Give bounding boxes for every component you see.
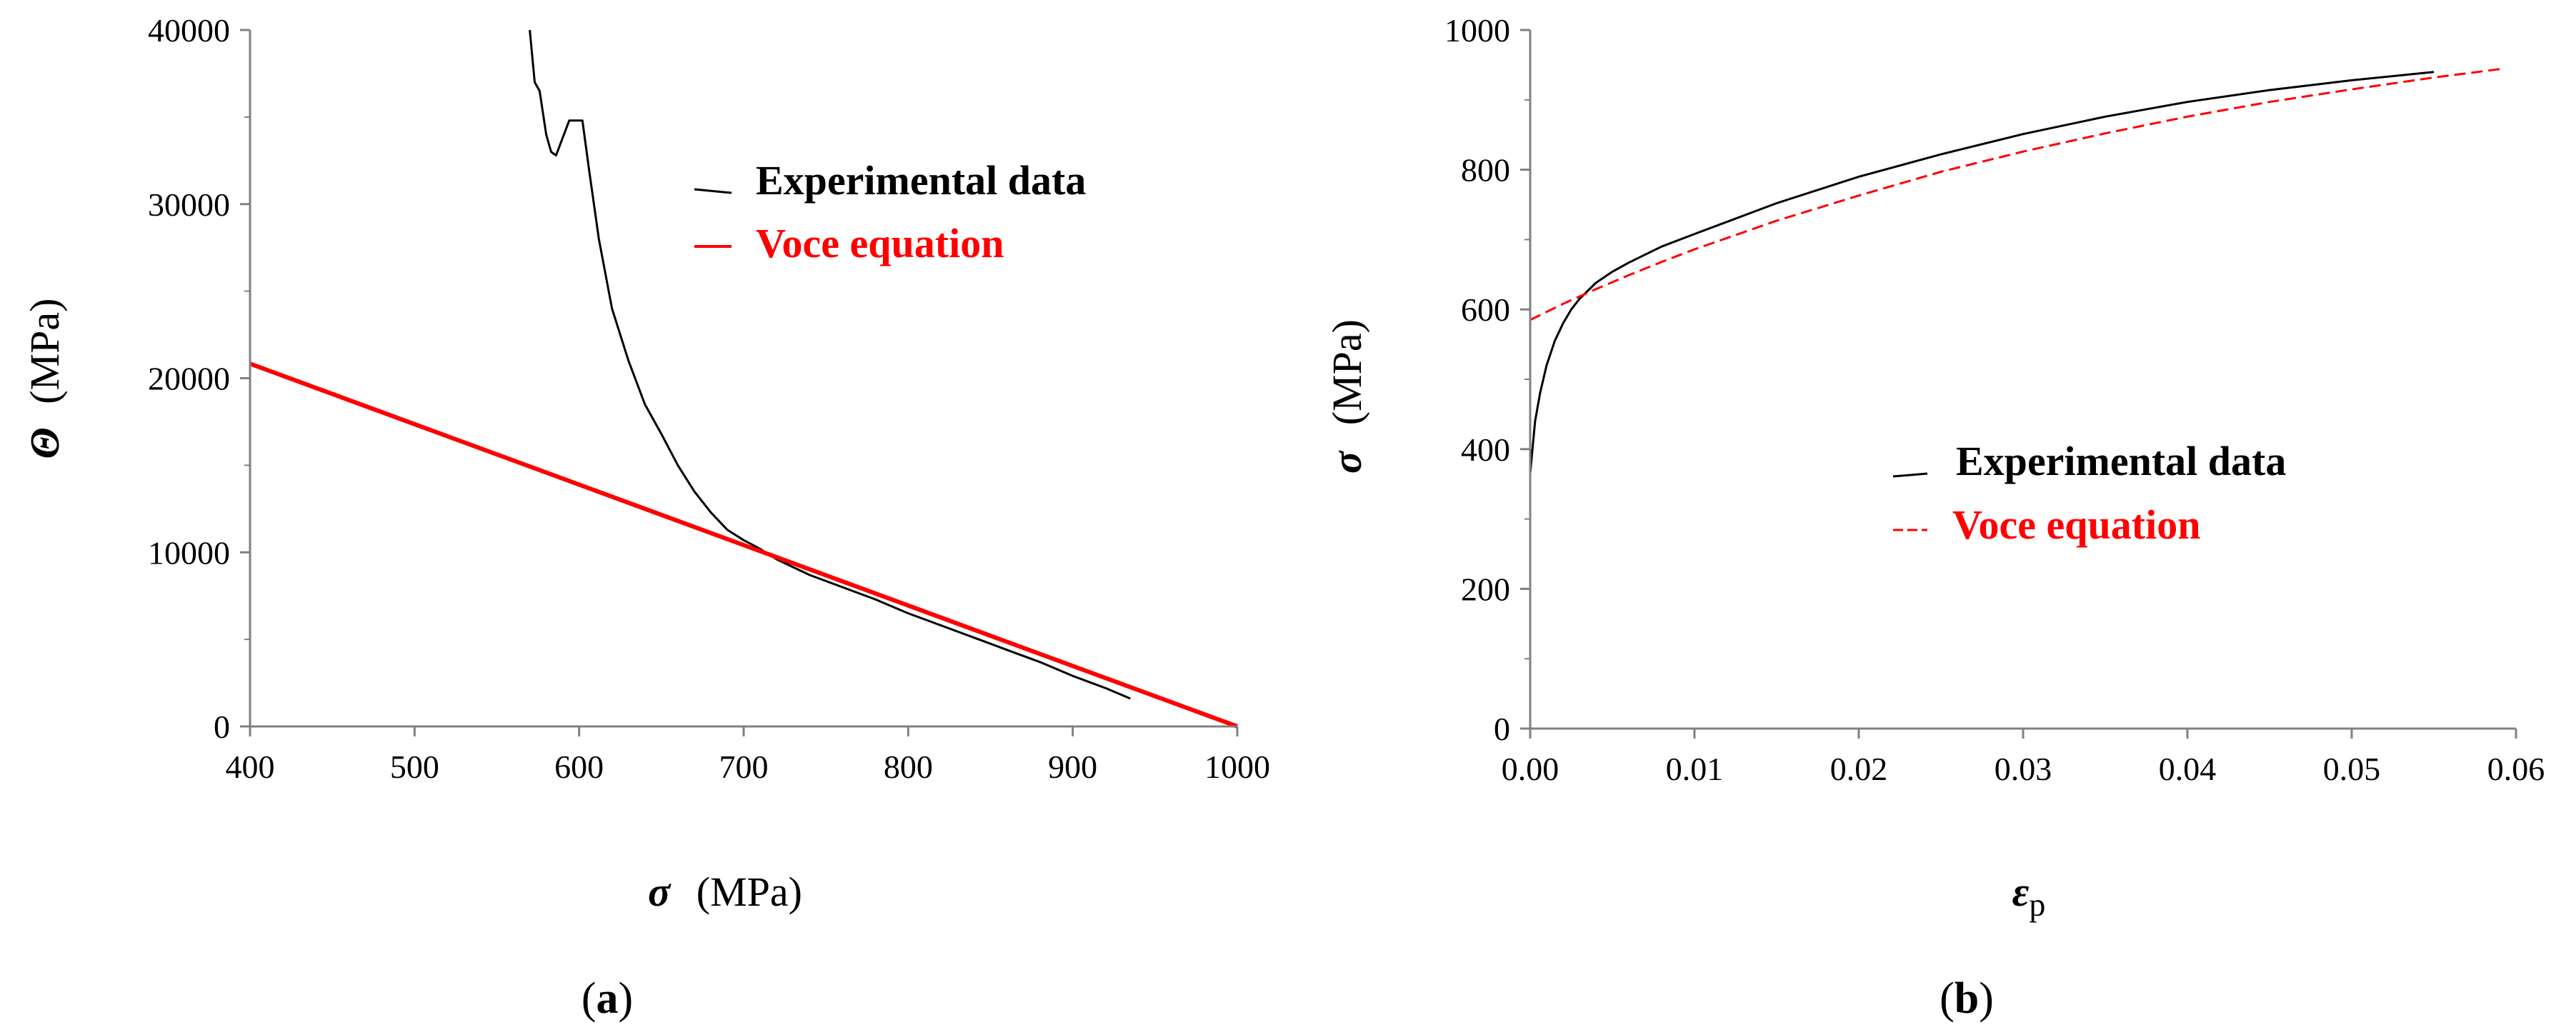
plot-a-series	[249, 29, 1239, 729]
plot-a-y-tick-label: 10000	[148, 534, 230, 571]
plot-a-legend: Experimental data Voce equation	[694, 157, 1086, 266]
panel-b-label-close: )	[1979, 974, 1994, 1023]
panel-a: 400 500 600 700 800 900 1000010000200003000040…	[21, 12, 1270, 1023]
plot-a-series-experimental	[529, 29, 1131, 700]
plot-b-y-axis-unit: (MPa)	[1324, 319, 1370, 425]
plot-a-y-tick-label: 20000	[148, 361, 230, 397]
plot-b-x-tick-label: 0.01	[1666, 751, 1724, 787]
plot-a-x-tick-label: 700	[719, 749, 769, 785]
plot-a-y-axis-symbol: Θ	[21, 427, 68, 459]
plot-b-y-tick-label: 0	[1494, 711, 1510, 747]
plot-a-y-tick-label: 0	[214, 709, 230, 745]
plot-b-y-tick-label: 800	[1461, 152, 1510, 189]
plot-a-y-tick-label: 30000	[148, 186, 230, 223]
plot-b-x-tick-label: 0.00	[1502, 751, 1559, 787]
plot-a-y-axis-unit: (MPa)	[21, 299, 68, 404]
plot-b-legend: Experimental data Voce equation	[1892, 438, 2286, 548]
panel-b-label-letter: b	[1955, 974, 1979, 1023]
plot-b-y-tick-label: 1000	[1444, 12, 1510, 49]
panel-a-label-close: )	[619, 974, 634, 1023]
plot-b-ticks: 0.00 0.01 0.02 0.03 0.04 0.05 0.06 0 200 400 600 80…	[1444, 12, 2545, 787]
plot-b-series-voce	[1529, 68, 2500, 321]
panel-a-label-letter: a	[596, 974, 619, 1023]
plot-a-x-axis-unit: (MPa)	[697, 869, 802, 915]
legend-a-voce-label: Voce equation	[756, 220, 1004, 266]
plot-b-series-experimental	[1529, 71, 2435, 474]
plot-a-x-tick-label: 600	[554, 749, 604, 785]
plot-b-x-axis-title: εp	[2012, 869, 2046, 923]
plot-b-x-tick-label: 0.06	[2487, 751, 2545, 787]
plot-a-ticks: 400 500 600 700 800 900 1000010000200003000040…	[148, 12, 1270, 785]
panel-a-label: (a)	[581, 974, 633, 1023]
plot-a-y-tick-label: 40000	[148, 12, 230, 49]
panel-b: 0.00 0.01 0.02 0.03 0.04 0.05 0.06 0 200 400 600 80…	[1324, 12, 2545, 1023]
plot-a-x-tick-label: 400	[226, 749, 275, 785]
plot-a-series-voce	[249, 361, 1239, 729]
plot-b-x-axis-subscript: p	[2029, 886, 2045, 923]
plot-a-x-tick-label: 500	[390, 749, 439, 785]
plot-a-x-tick-label: 900	[1048, 749, 1097, 785]
plot-b-y-tick-label: 200	[1461, 571, 1510, 607]
plot-b-x-tick-label: 0.04	[2159, 751, 2217, 787]
plot-b-y-axis-title: σ (MPa)	[1324, 319, 1370, 474]
panel-b-label-open: (	[1940, 974, 1955, 1023]
plot-a-x-tick-label: 1000	[1204, 749, 1270, 785]
legend-b-experimental-label: Experimental data	[1956, 438, 2286, 484]
plot-a-x-tick-label: 800	[884, 749, 933, 785]
plot-b-y-tick-label: 400	[1461, 431, 1510, 468]
plot-b-x-tick-label: 0.03	[1995, 751, 2052, 787]
legend-b-experimental-swatch	[1892, 472, 1928, 478]
plot-a-y-axis-title: Θ (MPa)	[21, 299, 68, 459]
plot-b-x-axis-symbol: ε	[2012, 869, 2030, 915]
plot-b-series	[1529, 68, 2500, 474]
plot-b-y-tick-label: 600	[1461, 291, 1510, 328]
panel-a-label-open: (	[581, 974, 596, 1023]
legend-a-experimental-label: Experimental data	[756, 157, 1086, 204]
plot-b-y-axis-symbol: σ	[1324, 450, 1370, 474]
plot-b-x-tick-label: 0.05	[2323, 751, 2381, 787]
legend-a-experimental-swatch	[694, 188, 732, 194]
legend-b-voce-label: Voce equation	[1952, 501, 2201, 548]
panel-b-label: (b)	[1940, 974, 1994, 1023]
plot-a-x-axis-title: σ (MPa)	[648, 869, 802, 915]
plot-a-x-axis-symbol: σ	[648, 869, 672, 915]
plot-b-x-tick-label: 0.02	[1830, 751, 1888, 787]
